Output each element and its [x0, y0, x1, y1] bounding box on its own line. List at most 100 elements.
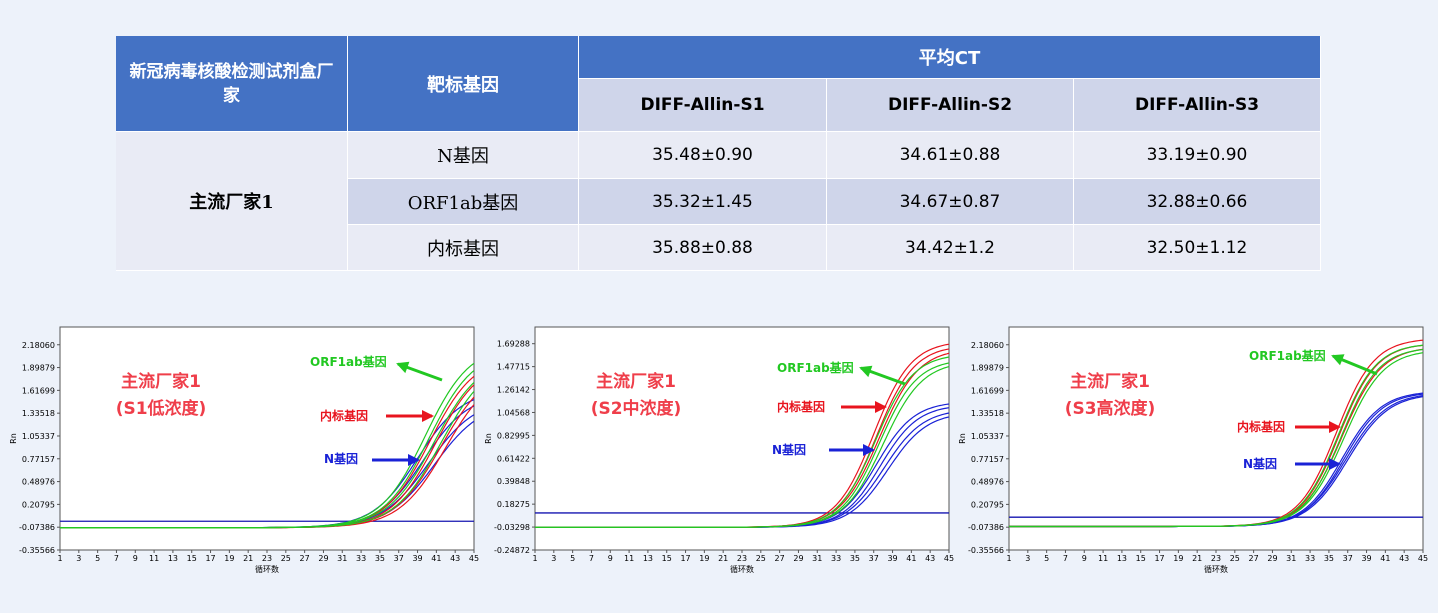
x-tick-label: 9	[608, 554, 613, 563]
y-tick-label: -0.07386	[968, 523, 1004, 532]
row-gene-label: 内标基因	[427, 238, 499, 260]
manufacturer-cell: 主流厂家1	[116, 132, 348, 271]
x-tick-label: 27	[300, 554, 310, 563]
chart-svg: 2.18060 1.89879 1.61699 1.33518 1.05337 0.771…	[958, 326, 1428, 574]
x-tick-label: 39	[1361, 554, 1371, 563]
x-tick-label: 25	[1230, 554, 1240, 563]
ct-results-table: 新冠病毒核酸检测试剂盒厂家 靶标基因 平均CT DIFF-Allin-S1 DI…	[116, 36, 1321, 271]
x-tick-label: 1	[1006, 554, 1011, 563]
header-sample-s3-label: DIFF-Allin-S3	[1134, 95, 1260, 115]
x-tick-label: 27	[775, 554, 785, 563]
y-tick-label: 0.48976	[22, 478, 55, 487]
value-text: 35.32±1.45	[652, 191, 753, 212]
y-tick-label: 0.20795	[971, 500, 1004, 509]
x-tick-label: 7	[589, 554, 594, 563]
y-tick-label: 1.61699	[22, 386, 55, 395]
chart-title-line: 主流厂家1	[596, 371, 676, 392]
value-cell: 34.61±0.88	[827, 132, 1074, 179]
value-cell: 35.48±0.90	[579, 132, 827, 179]
x-tick-label: 21	[718, 554, 728, 563]
header-target-gene: 靶标基因	[348, 36, 579, 132]
header-manufacturer: 新冠病毒核酸检测试剂盒厂家	[116, 36, 348, 132]
value-cell: 33.19±0.90	[1074, 132, 1321, 179]
x-tick-label: 39	[887, 554, 897, 563]
x-tick-label: 13	[643, 554, 653, 563]
y-tick-label: 0.77157	[971, 455, 1004, 464]
curve-0	[535, 366, 950, 528]
annotation-label: N基因	[324, 451, 358, 466]
value-cell: 32.88±0.66	[1074, 179, 1321, 225]
x-tick-label: 33	[356, 554, 366, 563]
x-tick-label: 45	[1418, 554, 1428, 563]
y-tick-label: 1.05337	[22, 432, 55, 441]
x-tick-label: 15	[1136, 554, 1146, 563]
y-tick-label: 0.48976	[971, 478, 1004, 487]
annotation-arrow-head	[863, 444, 875, 456]
amplification-chart-s2: 1.69288 1.47715 1.26142 1.04568 0.82995 0.614…	[481, 322, 956, 577]
y-tick-label: 1.26142	[497, 386, 530, 395]
x-tick-label: 17	[680, 554, 690, 563]
annotation-arrow-head	[875, 401, 887, 413]
annotation-arrow-head	[408, 454, 420, 466]
x-tick-label: 39	[412, 554, 422, 563]
x-tick-label: 31	[337, 554, 347, 563]
value-text: 33.19±0.90	[1146, 145, 1248, 165]
y-tick-label: 1.89879	[971, 364, 1004, 373]
y-tick-label: 1.89879	[22, 364, 55, 373]
x-tick-label: 17	[205, 554, 215, 563]
annotation-label: 内标基因	[777, 399, 825, 414]
annotation-arrow-head	[1329, 421, 1341, 433]
y-tick-label: 0.82995	[497, 431, 530, 440]
y-tick-label: -0.35566	[19, 546, 55, 555]
manufacturer-name: 主流厂家1	[189, 192, 274, 213]
value-cell: 34.67±0.87	[827, 179, 1074, 225]
x-tick-label: 33	[1305, 554, 1315, 563]
value-cell: 35.88±0.88	[579, 225, 827, 271]
x-tick-label: 23	[262, 554, 272, 563]
annotation-arrow-head	[396, 361, 410, 374]
annotation-label: ORF1ab基因	[1249, 348, 1326, 363]
x-tick-label: 11	[624, 554, 634, 563]
x-tick-label: 7	[1063, 554, 1068, 563]
header-target-gene-label: 靶标基因	[427, 74, 499, 96]
x-tick-label: 41	[1380, 554, 1390, 563]
x-tick-label: 5	[1044, 554, 1049, 563]
row-orf1ab-gene: ORF1ab基因	[348, 179, 579, 225]
x-tick-label: 9	[133, 554, 138, 563]
row-n-gene: N基因	[348, 132, 579, 179]
y-tick-label: 1.04568	[497, 408, 530, 417]
curve-0	[60, 391, 475, 529]
x-tick-label: 31	[812, 554, 822, 563]
chart-title-line: 主流厂家1	[1070, 371, 1150, 392]
value-text: 34.67±0.87	[899, 191, 1001, 212]
y-tick-label: 2.18060	[971, 341, 1004, 350]
value-text: 32.88±0.66	[1146, 191, 1248, 212]
x-tick-label: 35	[1324, 554, 1334, 563]
y-tick-label: -0.07386	[19, 523, 55, 532]
annotation-label: ORF1ab基因	[310, 354, 387, 369]
x-tick-label: 31	[1286, 554, 1296, 563]
chart-title-line: (S1低浓度)	[116, 398, 207, 419]
x-tick-label: 45	[944, 554, 954, 563]
amplification-chart-s1: 2.18060 1.89879 1.61699 1.33518 1.05337 0.771…	[6, 322, 481, 577]
y-tick-label: 0.77157	[22, 455, 55, 464]
x-tick-label: 11	[149, 554, 159, 563]
x-tick-label: 29	[793, 554, 803, 563]
y-axis-title: Rn	[9, 433, 18, 444]
header-manufacturer-label: 新冠病毒核酸检测试剂盒厂家	[129, 61, 334, 106]
x-tick-label: 11	[1098, 554, 1108, 563]
chart-title-line: (S2中浓度)	[591, 398, 682, 419]
value-cell: 32.50±1.12	[1074, 225, 1321, 271]
chart-svg: 2.18060 1.89879 1.61699 1.33518 1.05337 0.771…	[9, 326, 479, 574]
value-text: 35.48±0.90	[652, 145, 753, 165]
y-axis-title: Rn	[958, 433, 967, 444]
x-tick-label: 5	[95, 554, 100, 563]
header-average-ct-label: 平均CT	[918, 48, 981, 69]
x-tick-label: 21	[1192, 554, 1202, 563]
value-text: 34.61±0.88	[899, 145, 1001, 165]
x-tick-label: 25	[281, 554, 291, 563]
x-tick-label: 37	[869, 554, 879, 563]
x-tick-label: 19	[1173, 554, 1183, 563]
y-tick-label: 1.61699	[971, 386, 1004, 395]
y-tick-label: 1.47715	[497, 363, 530, 372]
